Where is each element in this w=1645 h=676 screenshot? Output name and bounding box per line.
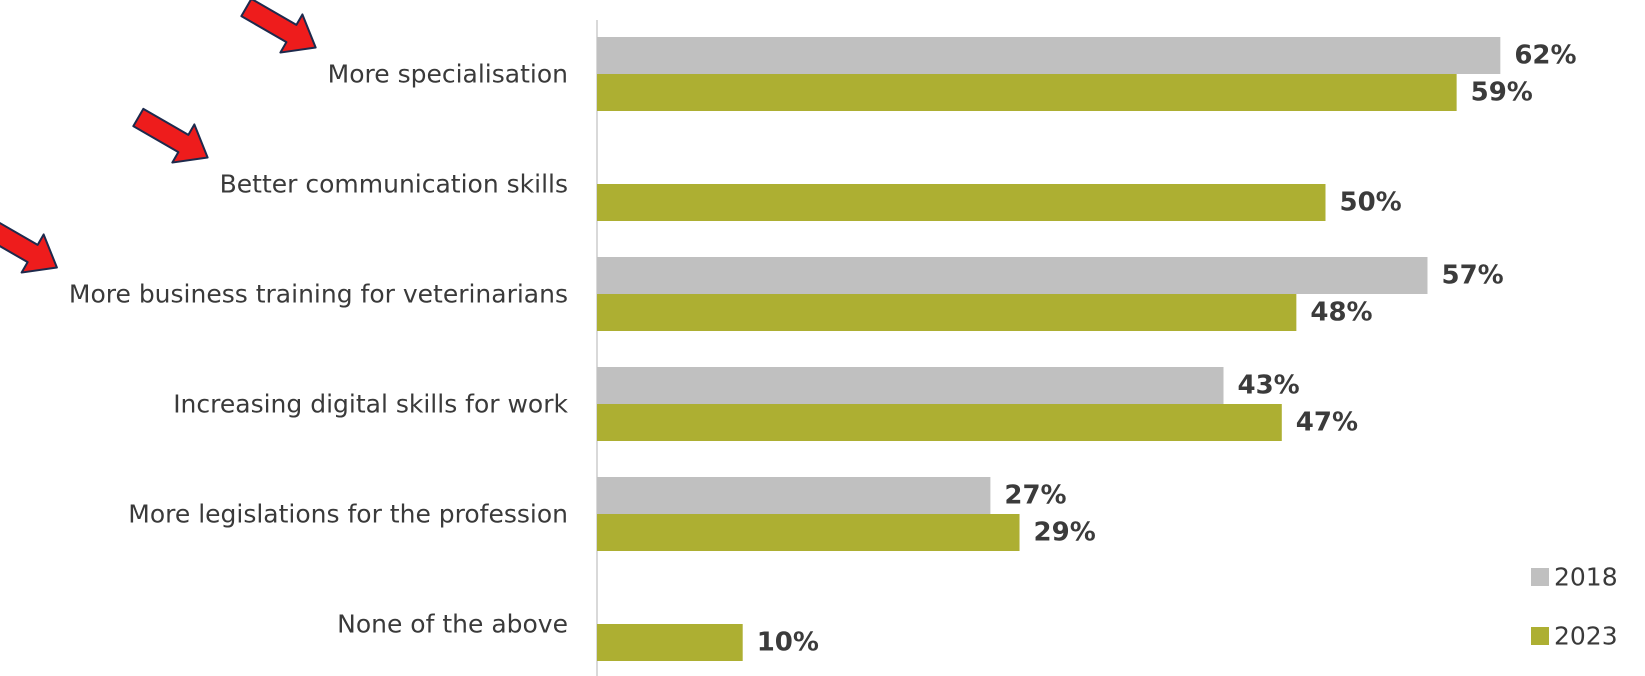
bar-2023-more-business-training-for-veterinarians bbox=[597, 294, 1297, 331]
value-label-2018-increasing-digital-skills-for-work: 43% bbox=[1238, 371, 1300, 401]
legend-swatch-2023 bbox=[1531, 627, 1549, 645]
value-label-2023-better-communication-skills: 50% bbox=[1340, 188, 1402, 218]
bar-2018-more-specialisation bbox=[597, 37, 1501, 74]
legend: 2018 2023 bbox=[1531, 563, 1618, 651]
value-label-2023-more-business-training-for-veterinarians: 48% bbox=[1310, 298, 1372, 328]
category-label-none-of-the-above: None of the above bbox=[337, 610, 568, 639]
highlight-arrows bbox=[0, 0, 317, 274]
value-label-2023-more-specialisation: 59% bbox=[1471, 78, 1533, 108]
category-label-more-specialisation: More specialisation bbox=[328, 60, 568, 89]
bar-2018-increasing-digital-skills-for-work bbox=[597, 367, 1224, 404]
value-labels: 62% 59% 50% 57% 48% 43% 47% 27% 29% 10% bbox=[757, 41, 1577, 658]
value-label-2023-more-legislations-for-the-profession: 29% bbox=[1034, 518, 1096, 548]
bar-2023-none-of-the-above bbox=[597, 624, 743, 661]
bar-2023-better-communication-skills bbox=[597, 184, 1326, 221]
red-arrow-icon bbox=[132, 107, 209, 164]
category-label-more-legislations-for-the-profession: More legislations for the profession bbox=[128, 500, 568, 529]
legend-label-2023: 2023 bbox=[1554, 622, 1618, 651]
category-label-increasing-digital-skills-for-work: Increasing digital skills for work bbox=[173, 390, 568, 419]
red-arrow-icon bbox=[240, 0, 317, 54]
bar-2018-more-legislations-for-the-profession bbox=[597, 477, 991, 514]
category-label-more-business-training-for-veterinarians: More business training for veterinarians bbox=[69, 280, 568, 309]
legend-label-2018: 2018 bbox=[1554, 563, 1618, 592]
red-arrow-icon bbox=[0, 217, 58, 274]
value-label-2023-none-of-the-above: 10% bbox=[757, 628, 819, 658]
bars bbox=[597, 37, 1501, 661]
value-label-2018-more-business-training-for-veterinarians: 57% bbox=[1441, 261, 1503, 291]
category-labels: More specialisation Better communication … bbox=[69, 60, 569, 639]
bar-2023-more-specialisation bbox=[597, 74, 1457, 111]
legend-swatch-2018 bbox=[1531, 568, 1549, 586]
category-label-better-communication-skills: Better communication skills bbox=[220, 170, 568, 199]
value-label-2023-increasing-digital-skills-for-work: 47% bbox=[1296, 408, 1358, 438]
bar-2023-increasing-digital-skills-for-work bbox=[597, 404, 1282, 441]
bar-2018-more-business-training-for-veterinarians bbox=[597, 257, 1428, 294]
value-label-2018-more-legislations-for-the-profession: 27% bbox=[1004, 481, 1066, 511]
bar-2023-more-legislations-for-the-profession bbox=[597, 514, 1020, 551]
value-label-2018-more-specialisation: 62% bbox=[1514, 41, 1576, 71]
